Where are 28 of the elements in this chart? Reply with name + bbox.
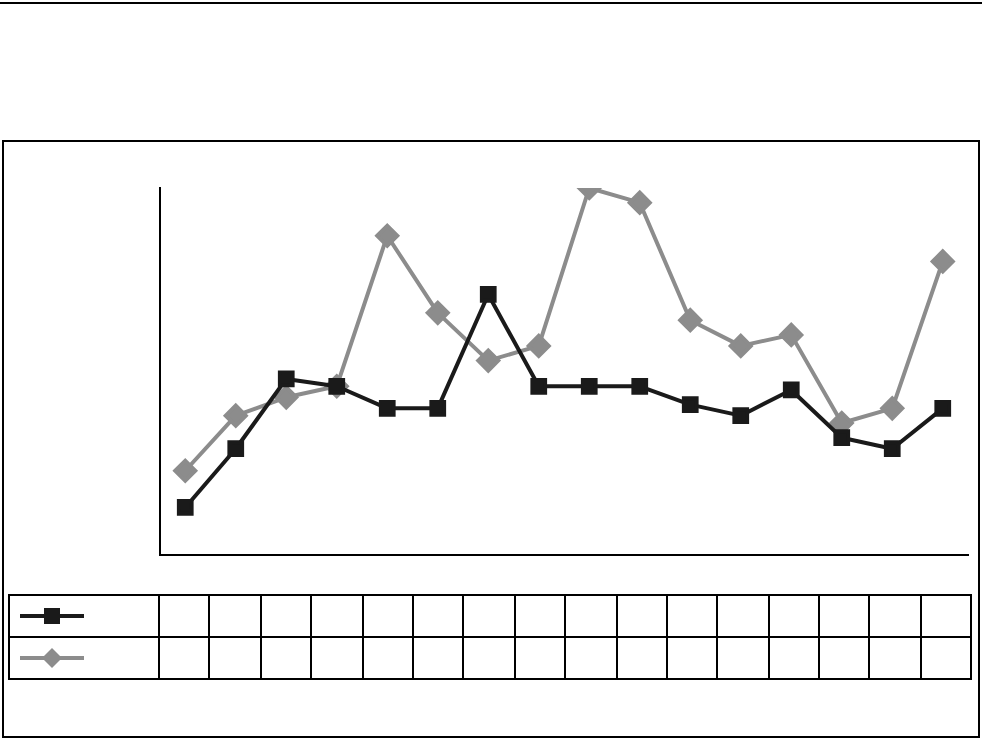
- point: [274, 385, 299, 410]
- point: [375, 223, 400, 248]
- point: [429, 399, 447, 417]
- point: [833, 429, 851, 447]
- point: [277, 370, 295, 388]
- point: [530, 377, 548, 395]
- point: [732, 407, 750, 425]
- point: [526, 333, 551, 358]
- point: [779, 322, 804, 347]
- point: [631, 377, 649, 395]
- point: [378, 399, 396, 417]
- point: [223, 403, 248, 428]
- point: [728, 333, 753, 358]
- point: [425, 300, 450, 325]
- point: [782, 381, 800, 399]
- point: [883, 440, 901, 458]
- point: [681, 396, 699, 414]
- point: [678, 308, 703, 333]
- point: [479, 286, 497, 303]
- point: [173, 458, 198, 483]
- point: [476, 348, 501, 373]
- point: [930, 249, 955, 274]
- point: [934, 399, 952, 417]
- point: [176, 499, 194, 516]
- point: [880, 396, 905, 421]
- point: [227, 440, 245, 458]
- point: [580, 377, 598, 395]
- point: [627, 190, 652, 215]
